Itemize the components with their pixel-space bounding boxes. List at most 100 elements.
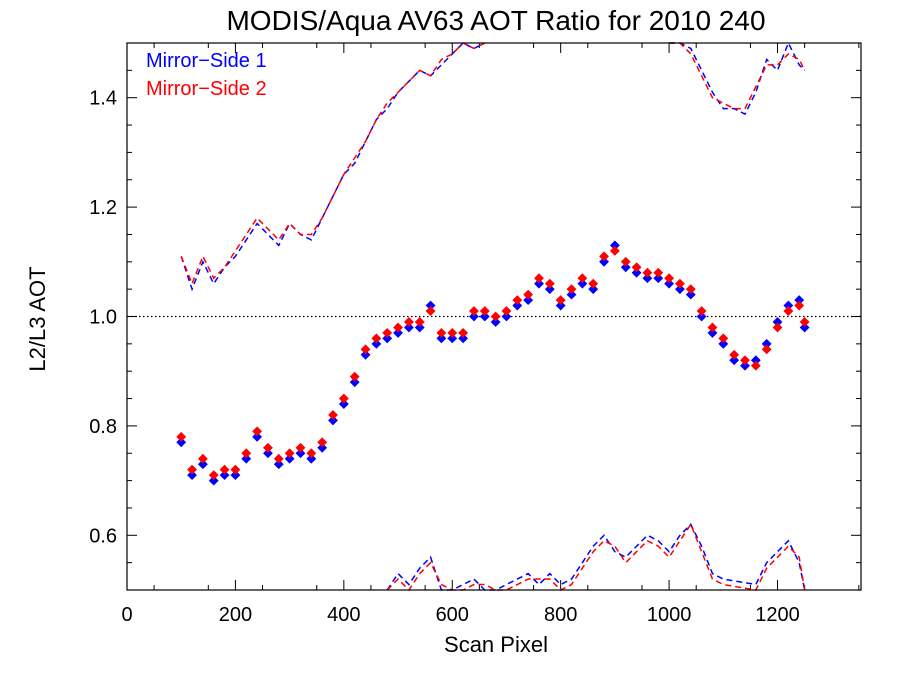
x-tick-label: 600 [436, 604, 469, 626]
mirror-side-1-point [382, 333, 393, 344]
scatter-points [176, 240, 810, 486]
mirror-side-2-point [501, 306, 512, 316]
mirror-side-2-point [631, 262, 642, 273]
mirror-side-2-point [328, 410, 338, 420]
mirror-side-2-point [371, 333, 382, 344]
mirror-side-1-point [631, 267, 642, 278]
mirror-side-2-point [349, 371, 360, 382]
x-tick-label: 200 [219, 604, 252, 626]
mirror-side-1-point [490, 317, 501, 327]
mirror-side-1-point [534, 278, 544, 289]
mirror-side-1-point [707, 327, 718, 338]
mirror-side-1-point [469, 311, 479, 322]
mirror-side-2-point [382, 327, 393, 338]
mirror-side-1-point [653, 273, 664, 284]
mirror-side-2-point [555, 295, 566, 306]
x-tick-label: 800 [544, 604, 577, 626]
mirror-side-1-point [241, 453, 252, 464]
mirror-side-1-point [306, 453, 317, 464]
legend-item-mirror-side-1: Mirror−Side 1 [146, 50, 267, 72]
mirror-side-2-point [799, 317, 810, 327]
mirror-side-1-point [620, 262, 631, 273]
mirror-side-2-point [740, 355, 750, 366]
legend-item-mirror-side-2: Mirror−Side 2 [146, 78, 267, 100]
mirror-side-2-point [414, 317, 425, 327]
mirror-side-2-point [523, 289, 534, 300]
mirror-side-1-point [512, 300, 523, 311]
mirror-side-2-point [208, 470, 219, 481]
mirror-side-2-point [273, 453, 284, 464]
mirror-side-2-point [295, 442, 306, 453]
y-tick-label: 1.4 [89, 88, 117, 110]
mirror-side-1-point [403, 322, 414, 333]
mirror-side-2-point [490, 311, 501, 322]
mirror-side-2-point [219, 464, 230, 475]
x-tick-label: 1000 [647, 604, 692, 626]
x-tick-label: 1200 [755, 604, 800, 626]
mirror-side-2-point [566, 284, 577, 295]
mirror-side-2-point [425, 306, 436, 316]
mirror-side-2-point [512, 295, 523, 306]
mirror-side-1-point [176, 437, 187, 448]
mirror-side-2-point [588, 278, 599, 289]
mirror-side-1-point [799, 322, 810, 333]
mirror-side-2-point [187, 464, 197, 475]
plot-frame [126, 42, 862, 591]
mirror-side-1-point [436, 333, 447, 344]
chart-title: MODIS/Aqua AV63 AOT Ratio for 2010 240 [226, 5, 765, 36]
mirror-side-1-point [729, 355, 740, 366]
dashed-line [180, 42, 486, 292]
mirror-side-2-point [338, 393, 349, 404]
mirror-side-1-point [317, 442, 328, 453]
mirror-side-1-point [555, 300, 566, 311]
mirror-side-1-point [197, 459, 208, 470]
mirror-side-1-point [696, 311, 707, 322]
mirror-side-2-point [794, 300, 805, 311]
x-tick-label: 0 [121, 604, 132, 626]
mirror-side-2-point [653, 267, 664, 278]
mirror-side-1-point [273, 459, 284, 470]
mirror-side-1-point [599, 256, 609, 267]
mirror-side-1-point [664, 278, 675, 289]
mirror-side-1-point [187, 470, 197, 481]
mirror-side-1-point [523, 295, 534, 306]
x-tick-label: 400 [327, 604, 360, 626]
mirror-side-2-point [620, 256, 631, 267]
mirror-side-2-point [729, 349, 740, 360]
mirror-side-2-point [176, 431, 187, 442]
y-tick-label: 1.0 [89, 307, 117, 329]
dashed-line [180, 42, 486, 286]
mirror-side-2-point [534, 273, 544, 284]
mirror-side-2-point [577, 273, 588, 284]
mirror-side-1-point [685, 289, 696, 300]
mirror-side-1-point [740, 360, 750, 371]
mirror-side-1-point [501, 311, 512, 322]
mirror-side-2-point [783, 306, 794, 316]
mirror-side-2-point [393, 322, 403, 333]
mirror-side-2-point [479, 306, 490, 316]
axis-ticks [126, 43, 861, 590]
mirror-side-2-point [685, 284, 696, 295]
mirror-side-2-point [609, 245, 620, 256]
mirror-side-2-point [458, 327, 469, 338]
mirror-side-2-point [469, 306, 479, 316]
mirror-side-1-point [588, 284, 599, 295]
mirror-side-1-point [252, 431, 263, 442]
mirror-side-2-point [306, 448, 317, 459]
mirror-side-1-point [295, 448, 306, 459]
mirror-side-2-point [447, 327, 458, 338]
mirror-side-1-point [230, 470, 241, 481]
mirror-side-2-point [544, 278, 555, 289]
dashed-line [386, 523, 806, 591]
mirror-side-2-point [317, 437, 328, 448]
mirror-side-1-point [566, 289, 577, 300]
mirror-side-2-point [696, 306, 707, 316]
mirror-side-2-point [750, 360, 761, 371]
dashed-line [669, 41, 806, 116]
mirror-side-2-point [263, 442, 273, 453]
mirror-side-2-point [761, 344, 772, 355]
mirror-side-1-point [577, 278, 588, 289]
mirror-side-2-point [241, 448, 252, 459]
tick-labels: 0 200 400 600 800 1000 1200 0.6 0.8 1.0 1.2 1.4 [89, 88, 800, 626]
